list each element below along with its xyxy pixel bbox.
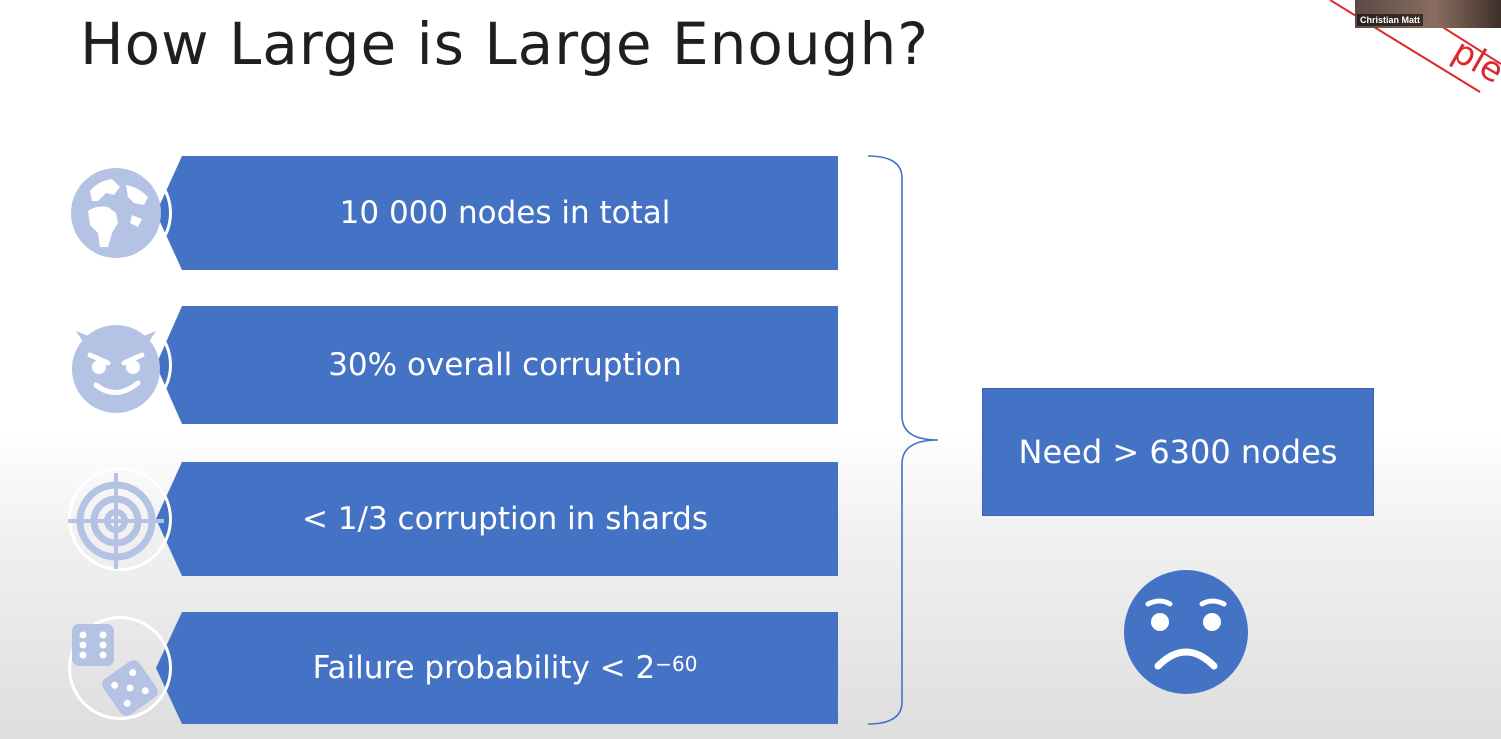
dice-icon bbox=[72, 624, 158, 716]
devil-face-icon bbox=[72, 325, 160, 413]
item-banner bbox=[156, 156, 838, 270]
item-label: Failure probability < 2 −60 bbox=[170, 612, 840, 724]
item-row-total-nodes: 10 000 nodes in total bbox=[68, 156, 840, 270]
slide-title: How Large is Large Enough? bbox=[80, 10, 929, 78]
webcam-thumbnail[interactable]: Christian Matt bbox=[1355, 0, 1501, 28]
item-banner bbox=[156, 462, 838, 576]
curly-bracket bbox=[867, 155, 939, 725]
crosshair-icon bbox=[68, 473, 164, 569]
worried-face-icon bbox=[1124, 570, 1248, 694]
globe-icon bbox=[71, 168, 161, 258]
item-row-failure-probability: Failure probability < 2 −60 bbox=[68, 612, 840, 724]
item-row-overall-corruption: 30% overall corruption bbox=[68, 306, 840, 424]
result-box: Need > 6300 nodes bbox=[982, 388, 1374, 516]
item-label: 10 000 nodes in total bbox=[339, 195, 671, 231]
item-label: 30% overall corruption bbox=[328, 347, 682, 383]
item-banner bbox=[156, 306, 838, 424]
item-banner bbox=[156, 612, 838, 724]
item-row-shard-corruption: < 1/3 corruption in shards bbox=[68, 462, 840, 576]
webcam-name-label: Christian Matt bbox=[1357, 14, 1424, 26]
failure-probability-text: Failure probability < 2 bbox=[312, 650, 656, 686]
exponent: −60 bbox=[655, 652, 698, 676]
item-label: < 1/3 corruption in shards bbox=[301, 501, 709, 537]
